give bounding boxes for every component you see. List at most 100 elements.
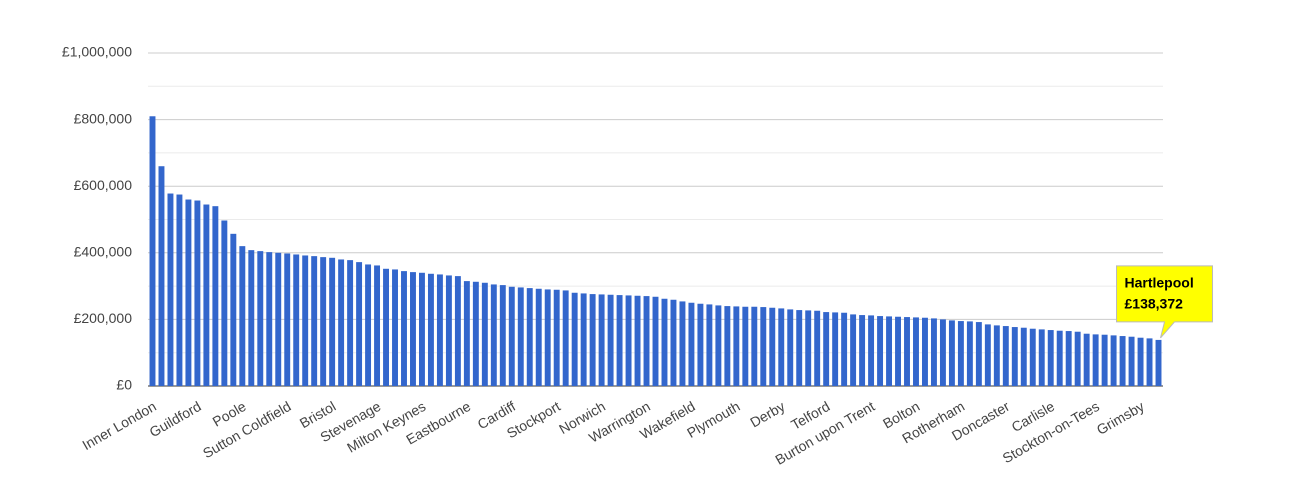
bar bbox=[957, 321, 964, 386]
bar bbox=[706, 304, 713, 386]
bar bbox=[850, 314, 857, 386]
bar bbox=[392, 269, 398, 386]
bar bbox=[589, 294, 596, 386]
bar bbox=[194, 200, 201, 386]
bar bbox=[410, 272, 416, 386]
bar bbox=[311, 256, 318, 386]
bar bbox=[221, 220, 228, 386]
bar bbox=[661, 298, 668, 386]
bar bbox=[724, 306, 731, 386]
bar bbox=[598, 294, 605, 386]
bar bbox=[652, 296, 659, 386]
bar bbox=[472, 281, 479, 386]
bar bbox=[185, 199, 192, 386]
bar bbox=[1119, 336, 1126, 386]
bar bbox=[436, 274, 443, 386]
bar bbox=[688, 302, 695, 386]
bar bbox=[616, 295, 623, 386]
bar bbox=[1146, 338, 1153, 386]
bar bbox=[966, 321, 973, 386]
bar bbox=[338, 259, 345, 386]
bar bbox=[302, 255, 309, 386]
bar bbox=[562, 290, 569, 386]
bar bbox=[266, 252, 273, 386]
bar bbox=[427, 273, 434, 386]
bar bbox=[1020, 327, 1027, 386]
callout-box bbox=[1116, 265, 1214, 339]
bar bbox=[1101, 334, 1108, 386]
bar bbox=[463, 281, 470, 386]
bar bbox=[1047, 330, 1054, 386]
x-tick-label: Derby bbox=[747, 398, 787, 431]
bar bbox=[1092, 334, 1099, 386]
y-tick-label: £800,000 bbox=[74, 110, 133, 126]
bar bbox=[418, 272, 425, 386]
bar bbox=[1083, 333, 1090, 386]
bar bbox=[787, 309, 794, 386]
bar bbox=[553, 289, 560, 386]
bar bbox=[1029, 328, 1036, 386]
bar bbox=[445, 275, 452, 386]
bar bbox=[454, 276, 461, 386]
callout-label: Hartlepool bbox=[1125, 275, 1194, 291]
bar bbox=[742, 306, 749, 386]
bar bbox=[499, 285, 506, 386]
bar bbox=[1011, 327, 1018, 386]
bar bbox=[670, 299, 677, 386]
bar bbox=[993, 325, 1000, 386]
bar bbox=[679, 301, 686, 386]
bar bbox=[517, 287, 524, 386]
bar bbox=[625, 295, 632, 386]
bar bbox=[275, 252, 282, 386]
bar bbox=[257, 251, 264, 386]
bar bbox=[401, 271, 407, 386]
bar bbox=[841, 312, 848, 386]
bar bbox=[922, 317, 928, 386]
bar bbox=[1065, 331, 1072, 386]
bar bbox=[778, 308, 785, 386]
bar bbox=[239, 246, 246, 386]
bar bbox=[230, 233, 237, 386]
bar bbox=[634, 295, 641, 386]
bar bbox=[948, 320, 955, 386]
bar bbox=[859, 315, 866, 386]
bar bbox=[203, 204, 210, 386]
x-tick-label: Guildford bbox=[147, 398, 204, 440]
bar bbox=[877, 316, 884, 386]
bar bbox=[158, 166, 165, 386]
bar bbox=[176, 194, 183, 386]
bar bbox=[284, 253, 291, 386]
bar bbox=[320, 257, 327, 386]
bar bbox=[1038, 329, 1045, 386]
bar bbox=[886, 316, 893, 386]
bar bbox=[526, 288, 533, 386]
bar bbox=[1056, 330, 1063, 386]
bar bbox=[805, 310, 812, 386]
bar bbox=[796, 310, 803, 386]
callout: Hartlepool £138,372 bbox=[1116, 265, 1214, 339]
bar bbox=[248, 250, 255, 386]
bar bbox=[383, 268, 389, 386]
y-tick-label: £200,000 bbox=[74, 310, 133, 326]
bar bbox=[868, 315, 875, 386]
bar bbox=[697, 303, 704, 386]
bar bbox=[1128, 336, 1135, 386]
bar bbox=[1110, 335, 1117, 386]
callout-value: £138,372 bbox=[1125, 296, 1184, 312]
bar bbox=[751, 306, 758, 386]
bar bbox=[1002, 326, 1009, 386]
bar bbox=[733, 306, 740, 386]
bar bbox=[293, 254, 300, 386]
bar bbox=[913, 317, 919, 386]
bar bbox=[930, 318, 937, 386]
x-tick-label: Grimsby bbox=[1094, 398, 1147, 438]
bar bbox=[347, 260, 354, 386]
y-tick-label: £1,000,000 bbox=[62, 44, 132, 60]
y-tick-label: £600,000 bbox=[74, 177, 133, 193]
bar bbox=[212, 206, 219, 386]
bar bbox=[769, 307, 776, 386]
bar bbox=[508, 286, 515, 386]
bar bbox=[895, 316, 901, 386]
bar bbox=[643, 296, 650, 386]
